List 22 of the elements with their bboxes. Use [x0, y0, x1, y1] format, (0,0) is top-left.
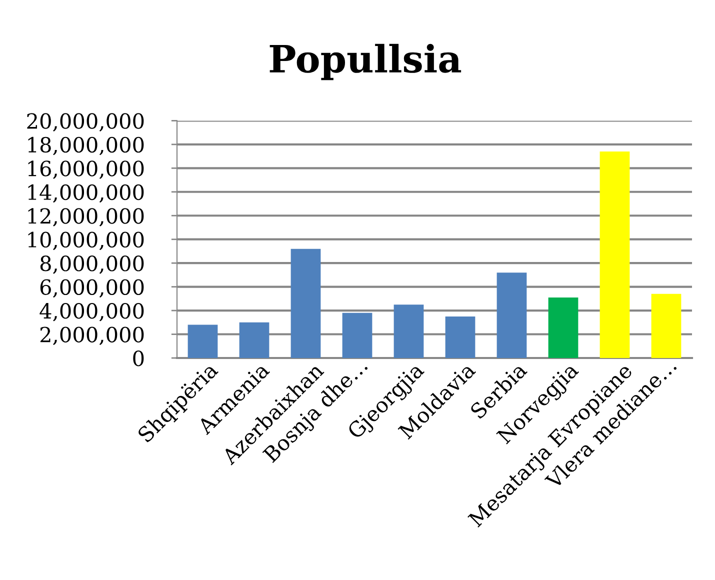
y-tick-label: 14,000,000: [28, 184, 144, 203]
y-tick-label: 8,000,000: [40, 256, 144, 274]
bar: [290, 248, 321, 358]
y-tick-label: 16,000,000: [28, 160, 144, 179]
bar: [548, 297, 578, 358]
chart-title: Popullsia: [270, 44, 462, 80]
bar: [394, 304, 424, 358]
bar: [342, 312, 372, 358]
y-tick-label: 10,000,000: [28, 232, 144, 250]
bar: [651, 294, 682, 358]
y-tick-label: 4,000,000: [40, 302, 144, 322]
bar: [239, 322, 270, 358]
y-tick-label: 2,000,000: [40, 326, 144, 346]
y-tick-label: 20,000,000: [27, 113, 144, 132]
bar: [496, 272, 527, 358]
bar: [445, 316, 476, 358]
y-tick-label: 18,000,000: [28, 136, 144, 156]
y-tick-label: 12,000,000: [28, 208, 144, 226]
bar: [600, 152, 630, 358]
bar: [188, 324, 218, 358]
y-tick-label: 6,000,000: [40, 279, 144, 298]
y-tick-label: 0: [133, 350, 144, 366]
